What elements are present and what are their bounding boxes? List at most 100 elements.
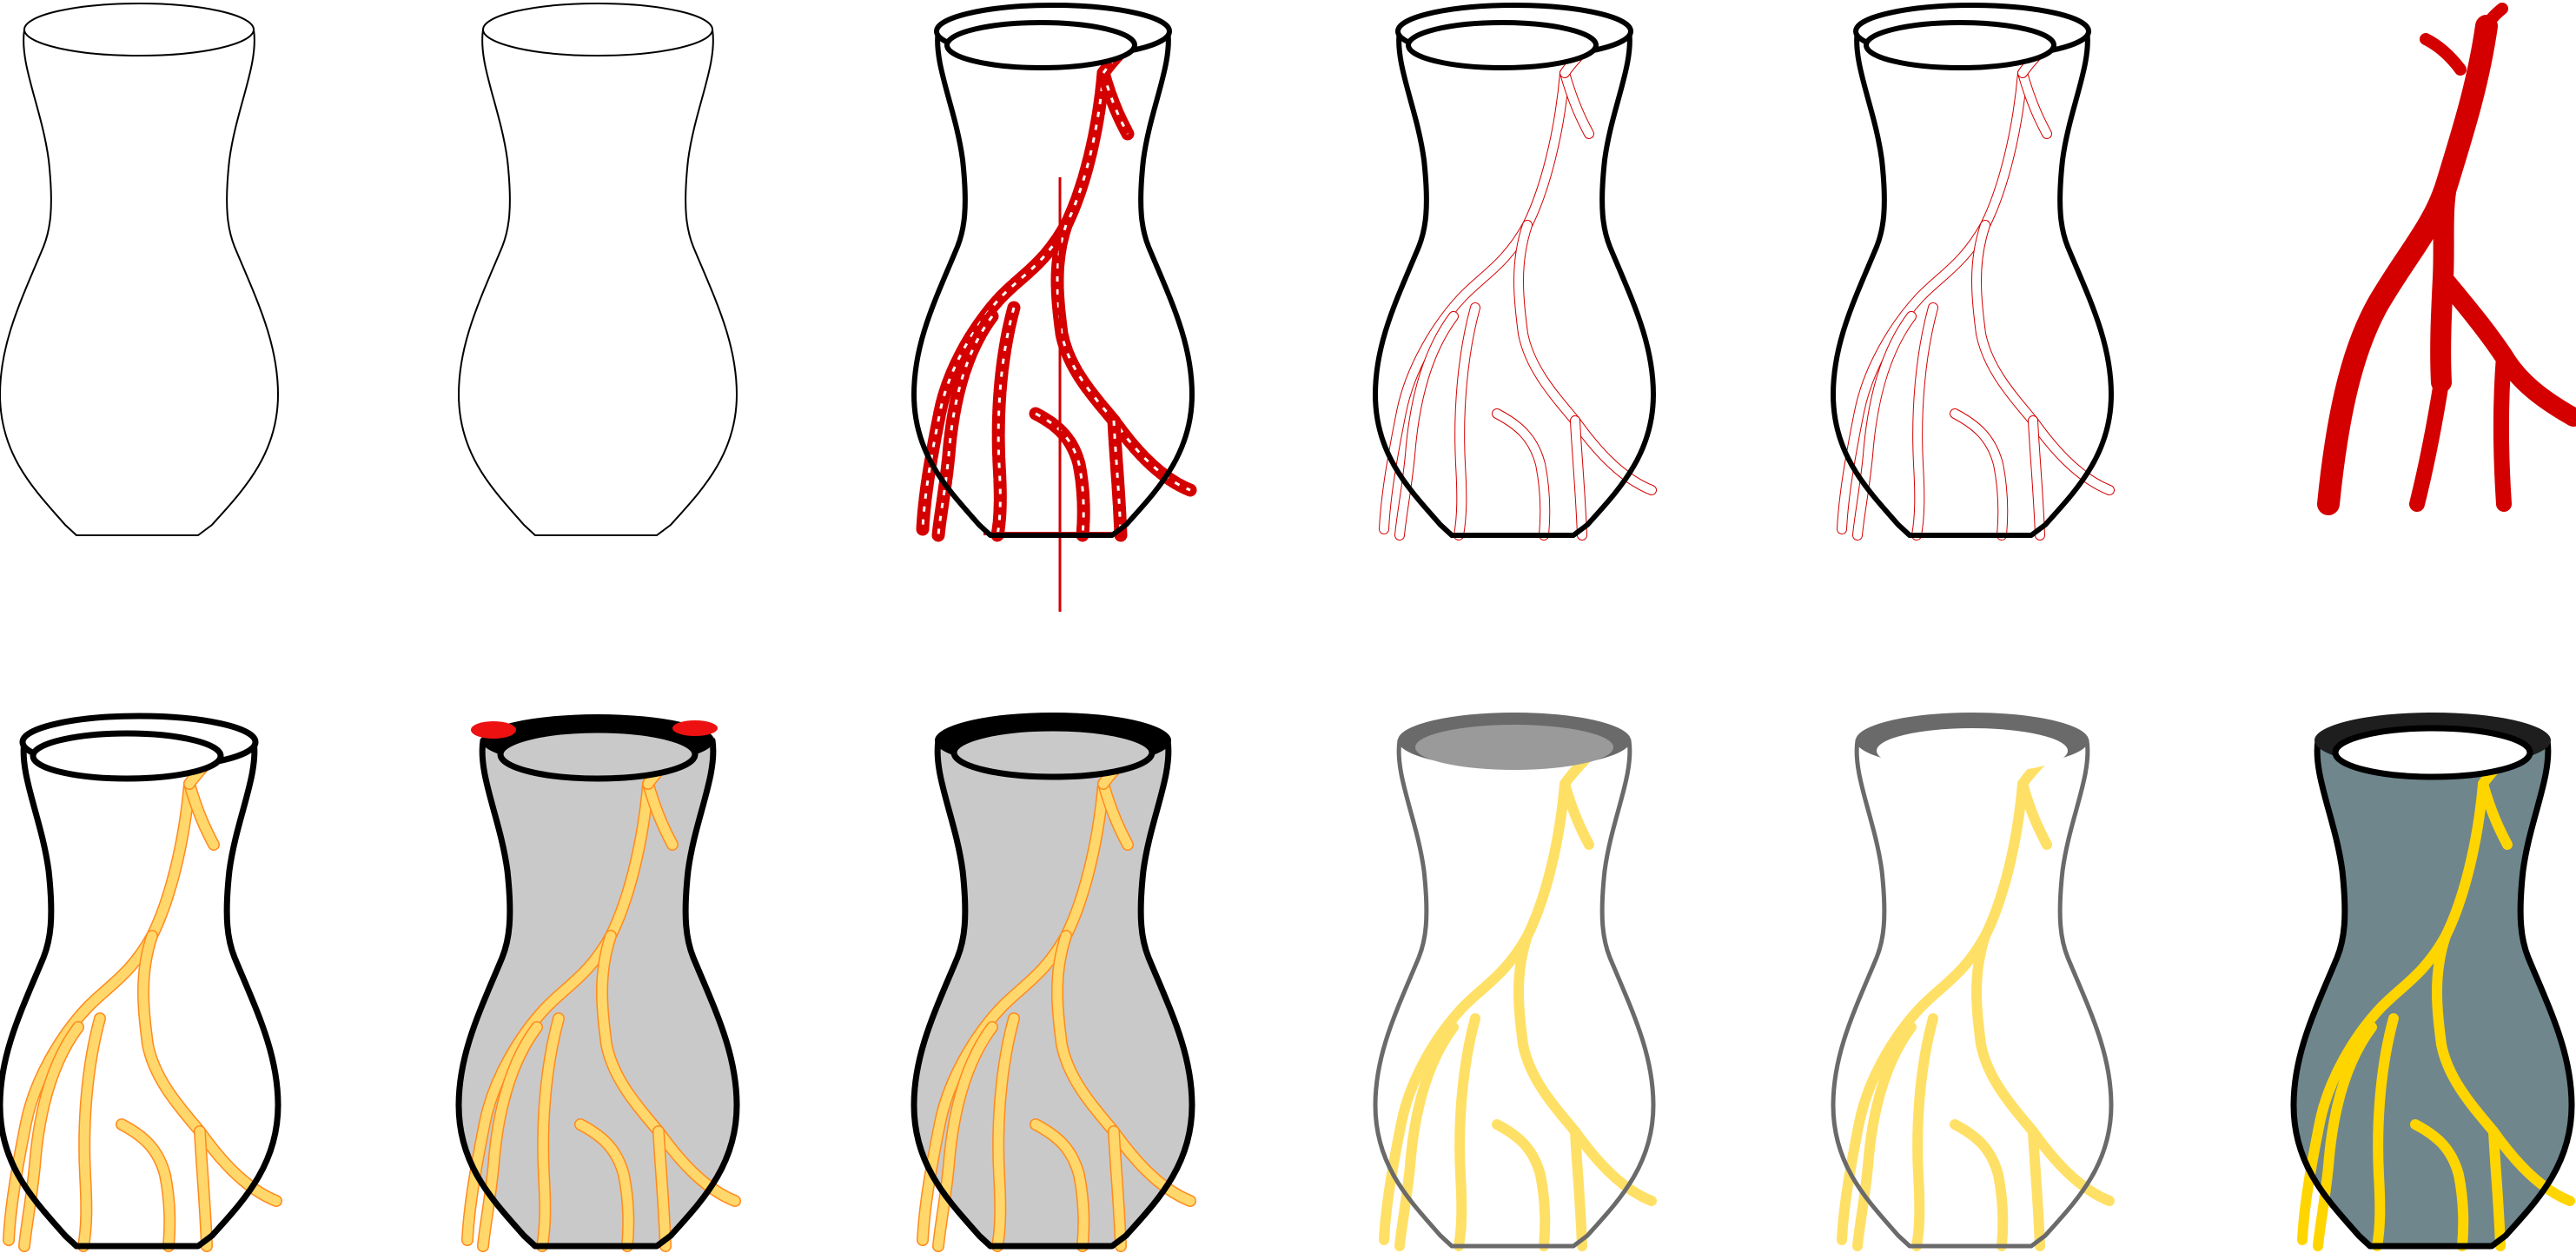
crack-gold xyxy=(138,931,281,1206)
vase-outline xyxy=(1373,27,1656,538)
crack-gold xyxy=(2028,1126,2045,1251)
crack-gold xyxy=(1560,779,1594,850)
vase-rim-inner xyxy=(1864,20,2056,70)
crack-gold xyxy=(184,779,219,850)
crack-gold xyxy=(1911,1013,1938,1251)
vase-rim-inner xyxy=(30,730,224,782)
crack-gold xyxy=(575,1119,633,1251)
crack-trace-inner xyxy=(1560,69,1593,138)
crack-gold xyxy=(478,1022,542,1251)
crack-gold xyxy=(195,1126,212,1251)
crack-gold xyxy=(116,1119,175,1251)
crack-network xyxy=(917,734,1196,1252)
crack-branch xyxy=(2409,375,2449,512)
vase-rim-inner xyxy=(497,726,699,782)
crack-gold xyxy=(1379,779,1570,1245)
crack-trace-inner xyxy=(1514,221,1656,494)
vase-outline xyxy=(1831,27,2114,538)
crack-gold xyxy=(2410,1119,2469,1251)
crack-gold xyxy=(992,1013,1019,1251)
crack-gold xyxy=(933,1022,997,1251)
crack-gold xyxy=(2313,1022,2377,1251)
vase-outline xyxy=(0,29,279,536)
crack-network xyxy=(461,734,741,1252)
crack-trace-inner xyxy=(1950,409,2008,540)
crack-gold xyxy=(2432,931,2575,1206)
crack-trace-inner xyxy=(1454,303,1480,540)
crack-gold xyxy=(1030,1119,1089,1251)
vase-rim-inner xyxy=(1877,728,2068,773)
crack-gold xyxy=(1109,1126,1126,1251)
vase-outline xyxy=(458,29,738,536)
rim-highlight-right xyxy=(672,720,718,736)
crack-gold xyxy=(653,1126,671,1251)
crack-gold xyxy=(1513,931,1657,1206)
crack-gold xyxy=(643,779,678,850)
vase-traced-crack-edges-2 xyxy=(1831,3,2115,540)
crack-raster xyxy=(990,301,1021,542)
vase-thin-outline-copy xyxy=(458,3,738,536)
vase-rim-inner xyxy=(1406,20,1599,70)
crack-branch xyxy=(2420,33,2467,76)
crack-gold xyxy=(1098,779,1133,850)
crack-gold xyxy=(2017,779,2052,850)
crack-trace-inner xyxy=(1912,303,1937,540)
crack-network xyxy=(1837,24,2115,540)
rim-highlight-left xyxy=(471,721,516,739)
crack-trace-inner xyxy=(1853,312,1916,540)
crack-trace-inner xyxy=(1972,221,2114,494)
crack-raster xyxy=(1096,66,1135,141)
vase-outline xyxy=(2290,737,2575,1250)
crack-raster-speckle xyxy=(1035,412,1085,536)
crack-network xyxy=(1837,735,2115,1251)
crack-network xyxy=(3,734,282,1252)
vase-gold-cracks-white xyxy=(0,713,282,1252)
crack-gold xyxy=(2372,1013,2399,1251)
crack-raster xyxy=(931,309,999,542)
crack-trace-inner xyxy=(2018,69,2051,138)
crack-branch xyxy=(2493,348,2512,512)
crack-gold xyxy=(1971,931,2115,1206)
crack-raster-speckle xyxy=(921,72,1105,530)
crack-gold xyxy=(537,1013,564,1251)
crack-gold xyxy=(2297,779,2488,1245)
crack-gold xyxy=(462,779,653,1245)
crack-gold xyxy=(3,779,195,1245)
vase-thin-outline xyxy=(0,3,279,536)
crack-network xyxy=(2297,735,2575,1251)
crack-gold xyxy=(1950,1119,2009,1251)
crack-network-filled xyxy=(2317,3,2576,515)
crack-trace-inner xyxy=(2029,416,2044,540)
crack-gold xyxy=(78,1013,105,1251)
vase-gold-cracks-slate xyxy=(2290,713,2575,1251)
crack-gold xyxy=(917,779,1109,1245)
vase-body xyxy=(0,30,278,535)
vase-gold-cracks-grey-red-rim xyxy=(455,714,741,1252)
crack-gold xyxy=(1394,1022,1459,1251)
crack-gold xyxy=(1852,1022,1917,1251)
vase-raster-cracks xyxy=(911,3,1197,612)
crack-branch xyxy=(2480,3,2508,32)
crack-raster-speckle xyxy=(996,307,1016,536)
vase-outline xyxy=(0,737,281,1250)
crack-raster-speckle xyxy=(1112,420,1122,536)
crack-gold xyxy=(1492,1119,1551,1251)
crack-trace-inner xyxy=(1493,409,1550,540)
crack-trace-inner xyxy=(1571,416,1586,540)
vase-rim-inner xyxy=(944,20,1137,70)
crack-gold xyxy=(2488,1126,2506,1251)
vase-rim-inner xyxy=(1415,725,1613,770)
vase-rim-inner xyxy=(950,725,1156,780)
vase-rim-inner xyxy=(2332,725,2533,780)
crack-trace-inner xyxy=(1380,69,1569,534)
crack-trace-inner xyxy=(1838,69,2027,534)
vase-outline xyxy=(1373,738,1656,1249)
crack-gold xyxy=(19,1022,83,1251)
vase-gold-cracks-grey xyxy=(911,713,1196,1252)
crack-gold xyxy=(1837,779,2028,1245)
crack-network xyxy=(1379,24,1657,540)
crack-raster-speckle xyxy=(1056,224,1191,492)
vase-outline xyxy=(1831,738,2114,1249)
vase-body xyxy=(459,30,737,535)
crack-gold xyxy=(1052,931,1195,1206)
